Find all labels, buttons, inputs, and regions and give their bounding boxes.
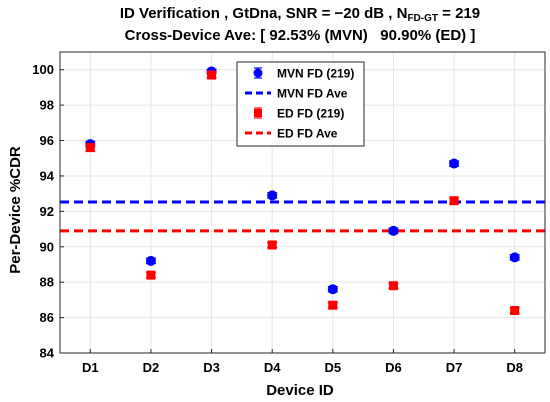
x-tick-label: D1 xyxy=(82,360,99,375)
legend-marker-circle xyxy=(253,68,263,78)
y-ticks: 84 86 88 90 92 94 96 98 100 xyxy=(32,62,64,361)
marker-circle xyxy=(327,284,338,295)
x-tick-label: D7 xyxy=(446,360,463,375)
y-tick-label: 98 xyxy=(40,98,54,113)
data-point xyxy=(388,225,399,236)
data-point xyxy=(449,158,460,169)
x-tick-label: D2 xyxy=(143,360,160,375)
legend-label: ED FD (219) xyxy=(277,107,344,121)
x-tick-label: D3 xyxy=(203,360,220,375)
y-tick-label: 90 xyxy=(40,239,54,254)
data-point xyxy=(267,240,278,250)
y-tick-label: 100 xyxy=(32,62,54,77)
x-tick-label: D5 xyxy=(325,360,342,375)
marker-square xyxy=(207,70,217,80)
reference-lines xyxy=(60,200,545,233)
data-point xyxy=(327,284,338,295)
marker-circle xyxy=(388,225,399,236)
legend-marker-square xyxy=(254,109,262,117)
x-axis-label: Device ID xyxy=(266,382,334,399)
marker-square xyxy=(267,240,277,250)
y-tick-label: 84 xyxy=(40,346,55,361)
y-axis-label: Per-Device %CDR xyxy=(7,146,24,274)
x-tick-label: D8 xyxy=(506,360,523,375)
marker-circle xyxy=(267,190,278,201)
data-point xyxy=(509,306,520,316)
y-tick-label: 86 xyxy=(40,310,54,325)
data-point xyxy=(85,143,96,153)
marker-circle xyxy=(449,158,460,169)
chart-title-line2: Cross-Device Ave: [ 92.53% (MVN) 90.90% … xyxy=(125,27,476,44)
marker-square xyxy=(328,300,338,310)
chart-title-line1: ID Verification , GtDna, SNR = −20 dB , … xyxy=(120,5,480,24)
marker-square xyxy=(146,270,156,280)
legend-label: MVN FD Ave xyxy=(277,87,348,101)
marker-circle xyxy=(145,255,156,266)
marker-square xyxy=(449,196,459,206)
data-point xyxy=(388,281,399,291)
legend-label: ED FD Ave xyxy=(277,127,338,141)
x-tick-label: D4 xyxy=(264,360,281,375)
y-tick-label: 88 xyxy=(40,275,54,290)
title-line1-prefix: ID Verification , GtDna, SNR = −20 dB , … xyxy=(120,5,408,22)
plot-frame xyxy=(59,51,546,354)
marker-square xyxy=(388,281,398,291)
marker-square xyxy=(85,143,95,153)
data-point xyxy=(509,252,520,263)
series-square xyxy=(85,70,520,316)
data-point xyxy=(145,270,156,280)
data-point xyxy=(145,255,156,266)
marker-circle xyxy=(509,252,520,263)
data-point xyxy=(206,70,217,80)
data-point xyxy=(327,300,338,310)
grid xyxy=(60,52,545,354)
x-ticks: D1 D2 D3 D4 D5 D6 D7 D8 xyxy=(82,349,523,375)
y-tick-label: 92 xyxy=(40,204,54,219)
title-line1-subscript: FD-GT xyxy=(407,13,438,24)
y-tick-label: 96 xyxy=(40,133,54,148)
title-line1-suffix: = 219 xyxy=(438,5,480,22)
x-tick-label: D6 xyxy=(385,360,402,375)
legend: MVN FD (219) MVN FD Ave ED FD (219) ED FD A… xyxy=(236,61,365,147)
data-point xyxy=(449,196,460,206)
marker-square xyxy=(510,306,520,316)
data-series xyxy=(85,66,520,316)
y-tick-label: 94 xyxy=(40,168,55,183)
legend-label: MVN FD (219) xyxy=(277,67,354,81)
data-point xyxy=(267,190,278,201)
